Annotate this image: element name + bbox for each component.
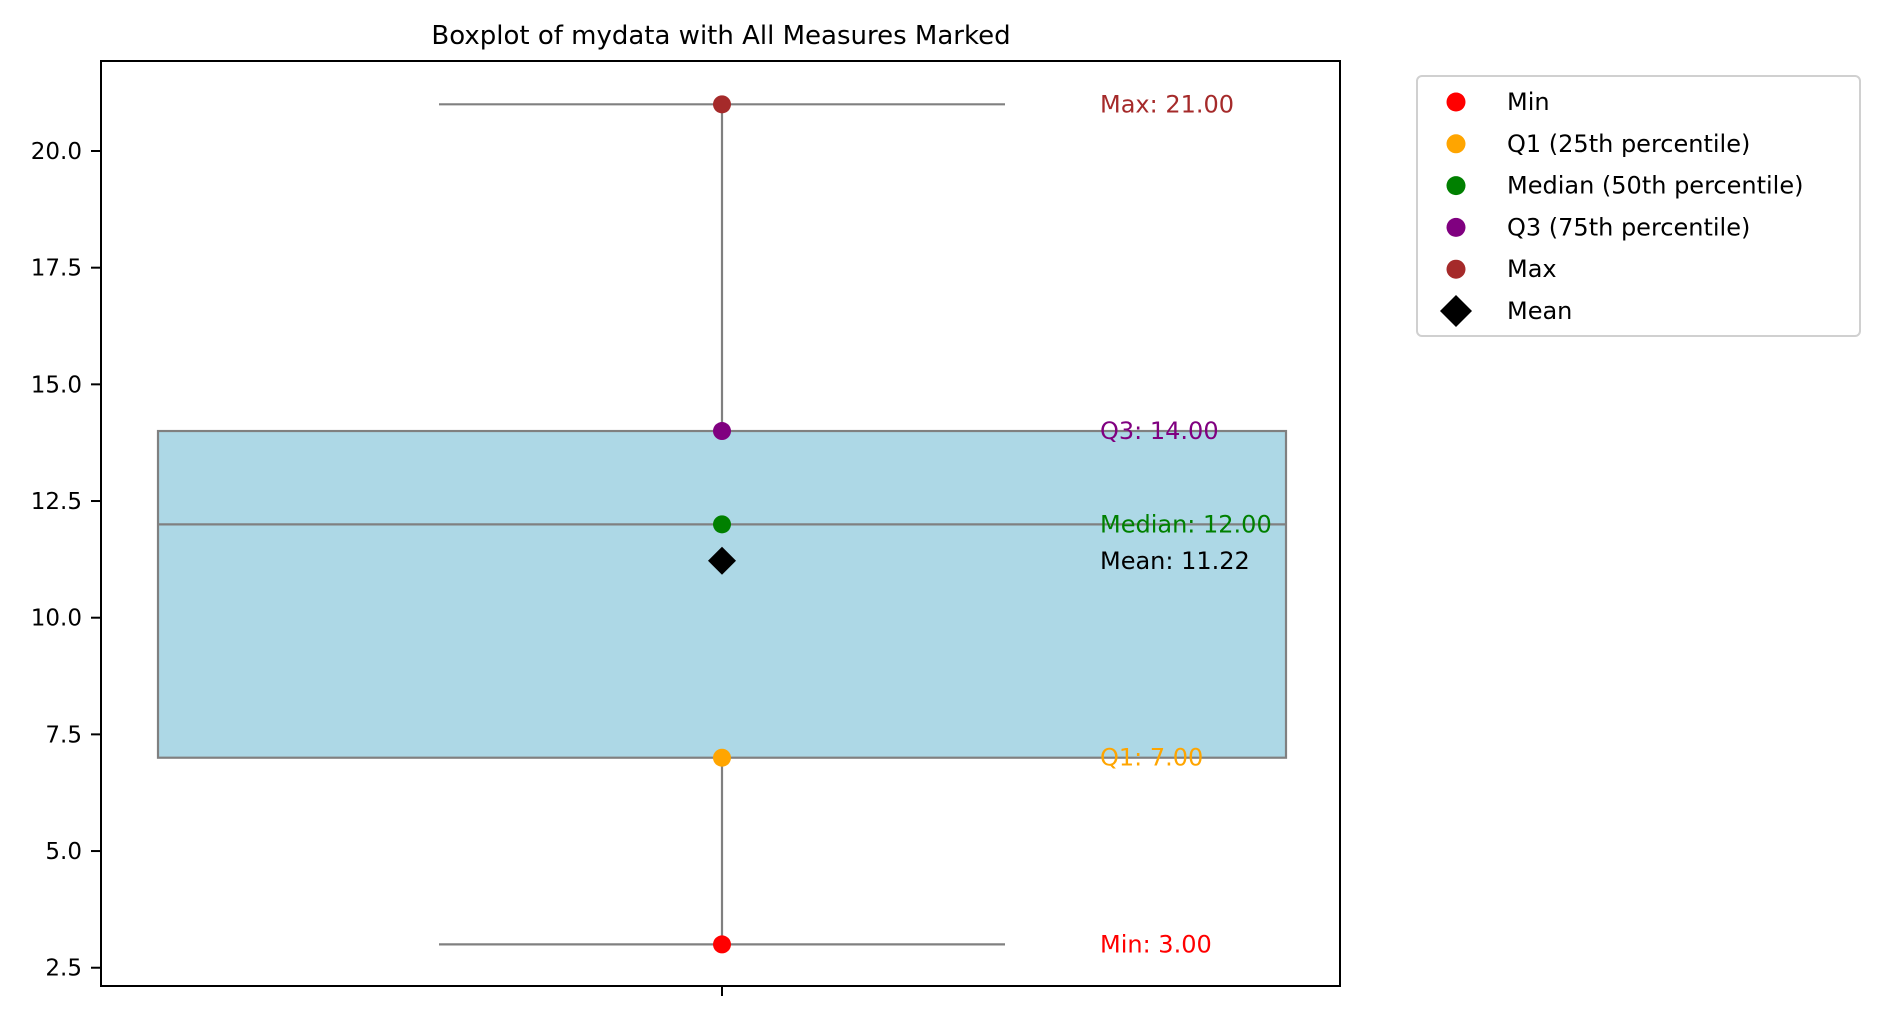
iqr-box [156,429,1288,759]
legend-label: Q3 (75th percentile) [1507,213,1750,241]
y-tick-label: 2.5 [45,956,82,982]
plot-area: Min: 3.00 Q1: 7.00 Median: 12.00 Q3: 14.00 M… [156,90,1288,958]
legend-label: Median (50th percentile) [1507,172,1803,200]
y-axis: 2.5 5.0 7.5 10.0 12.5 15.0 17.5 20.0 [31,139,101,982]
chart-title: Boxplot of mydata with All Measures Mark… [431,21,1010,51]
y-tick-label: 17.5 [31,256,82,282]
y-tick-label: 10.0 [31,606,82,632]
legend-label: Min [1507,88,1550,116]
stat-label: Q1: 7.00 [1100,744,1203,772]
legend-dot-icon [1446,134,1466,154]
y-tick-label: 7.5 [45,722,82,748]
stat-label: Max: 21.00 [1100,90,1234,118]
mean-diamond-marker [708,546,736,575]
legend-dot-icon [1446,92,1466,112]
y-tick-label: 15.0 [31,372,82,398]
y-tick-label: 5.0 [45,839,82,865]
legend-dot-icon [1446,217,1466,237]
legend-label: Mean [1507,297,1572,325]
stat-marker [713,935,731,954]
legend-label: Q1 (25th percentile) [1507,130,1750,158]
stat-marker [713,422,731,441]
legend-label: Max [1507,255,1557,283]
stat-label: Median: 12.00 [1100,510,1272,538]
axes-frame [100,60,1341,987]
stat-label: Min: 3.00 [1100,930,1212,958]
stat-label: Q3: 14.00 [1100,417,1219,445]
y-tick-label: 12.5 [31,489,82,515]
legend-dot-icon [1446,176,1466,196]
stat-marker [713,95,731,114]
stat-marker [713,748,731,767]
legend-diamond-icon [1440,295,1472,327]
stat-marker [713,515,731,534]
y-tick-label: 20.0 [31,139,82,165]
legend: Min Q1 (25th percentile) Median (50th perc… [1416,75,1861,337]
stat-label: Mean: 11.22 [1100,547,1250,575]
legend-frame [1416,75,1861,337]
legend-dot-icon [1446,259,1466,279]
